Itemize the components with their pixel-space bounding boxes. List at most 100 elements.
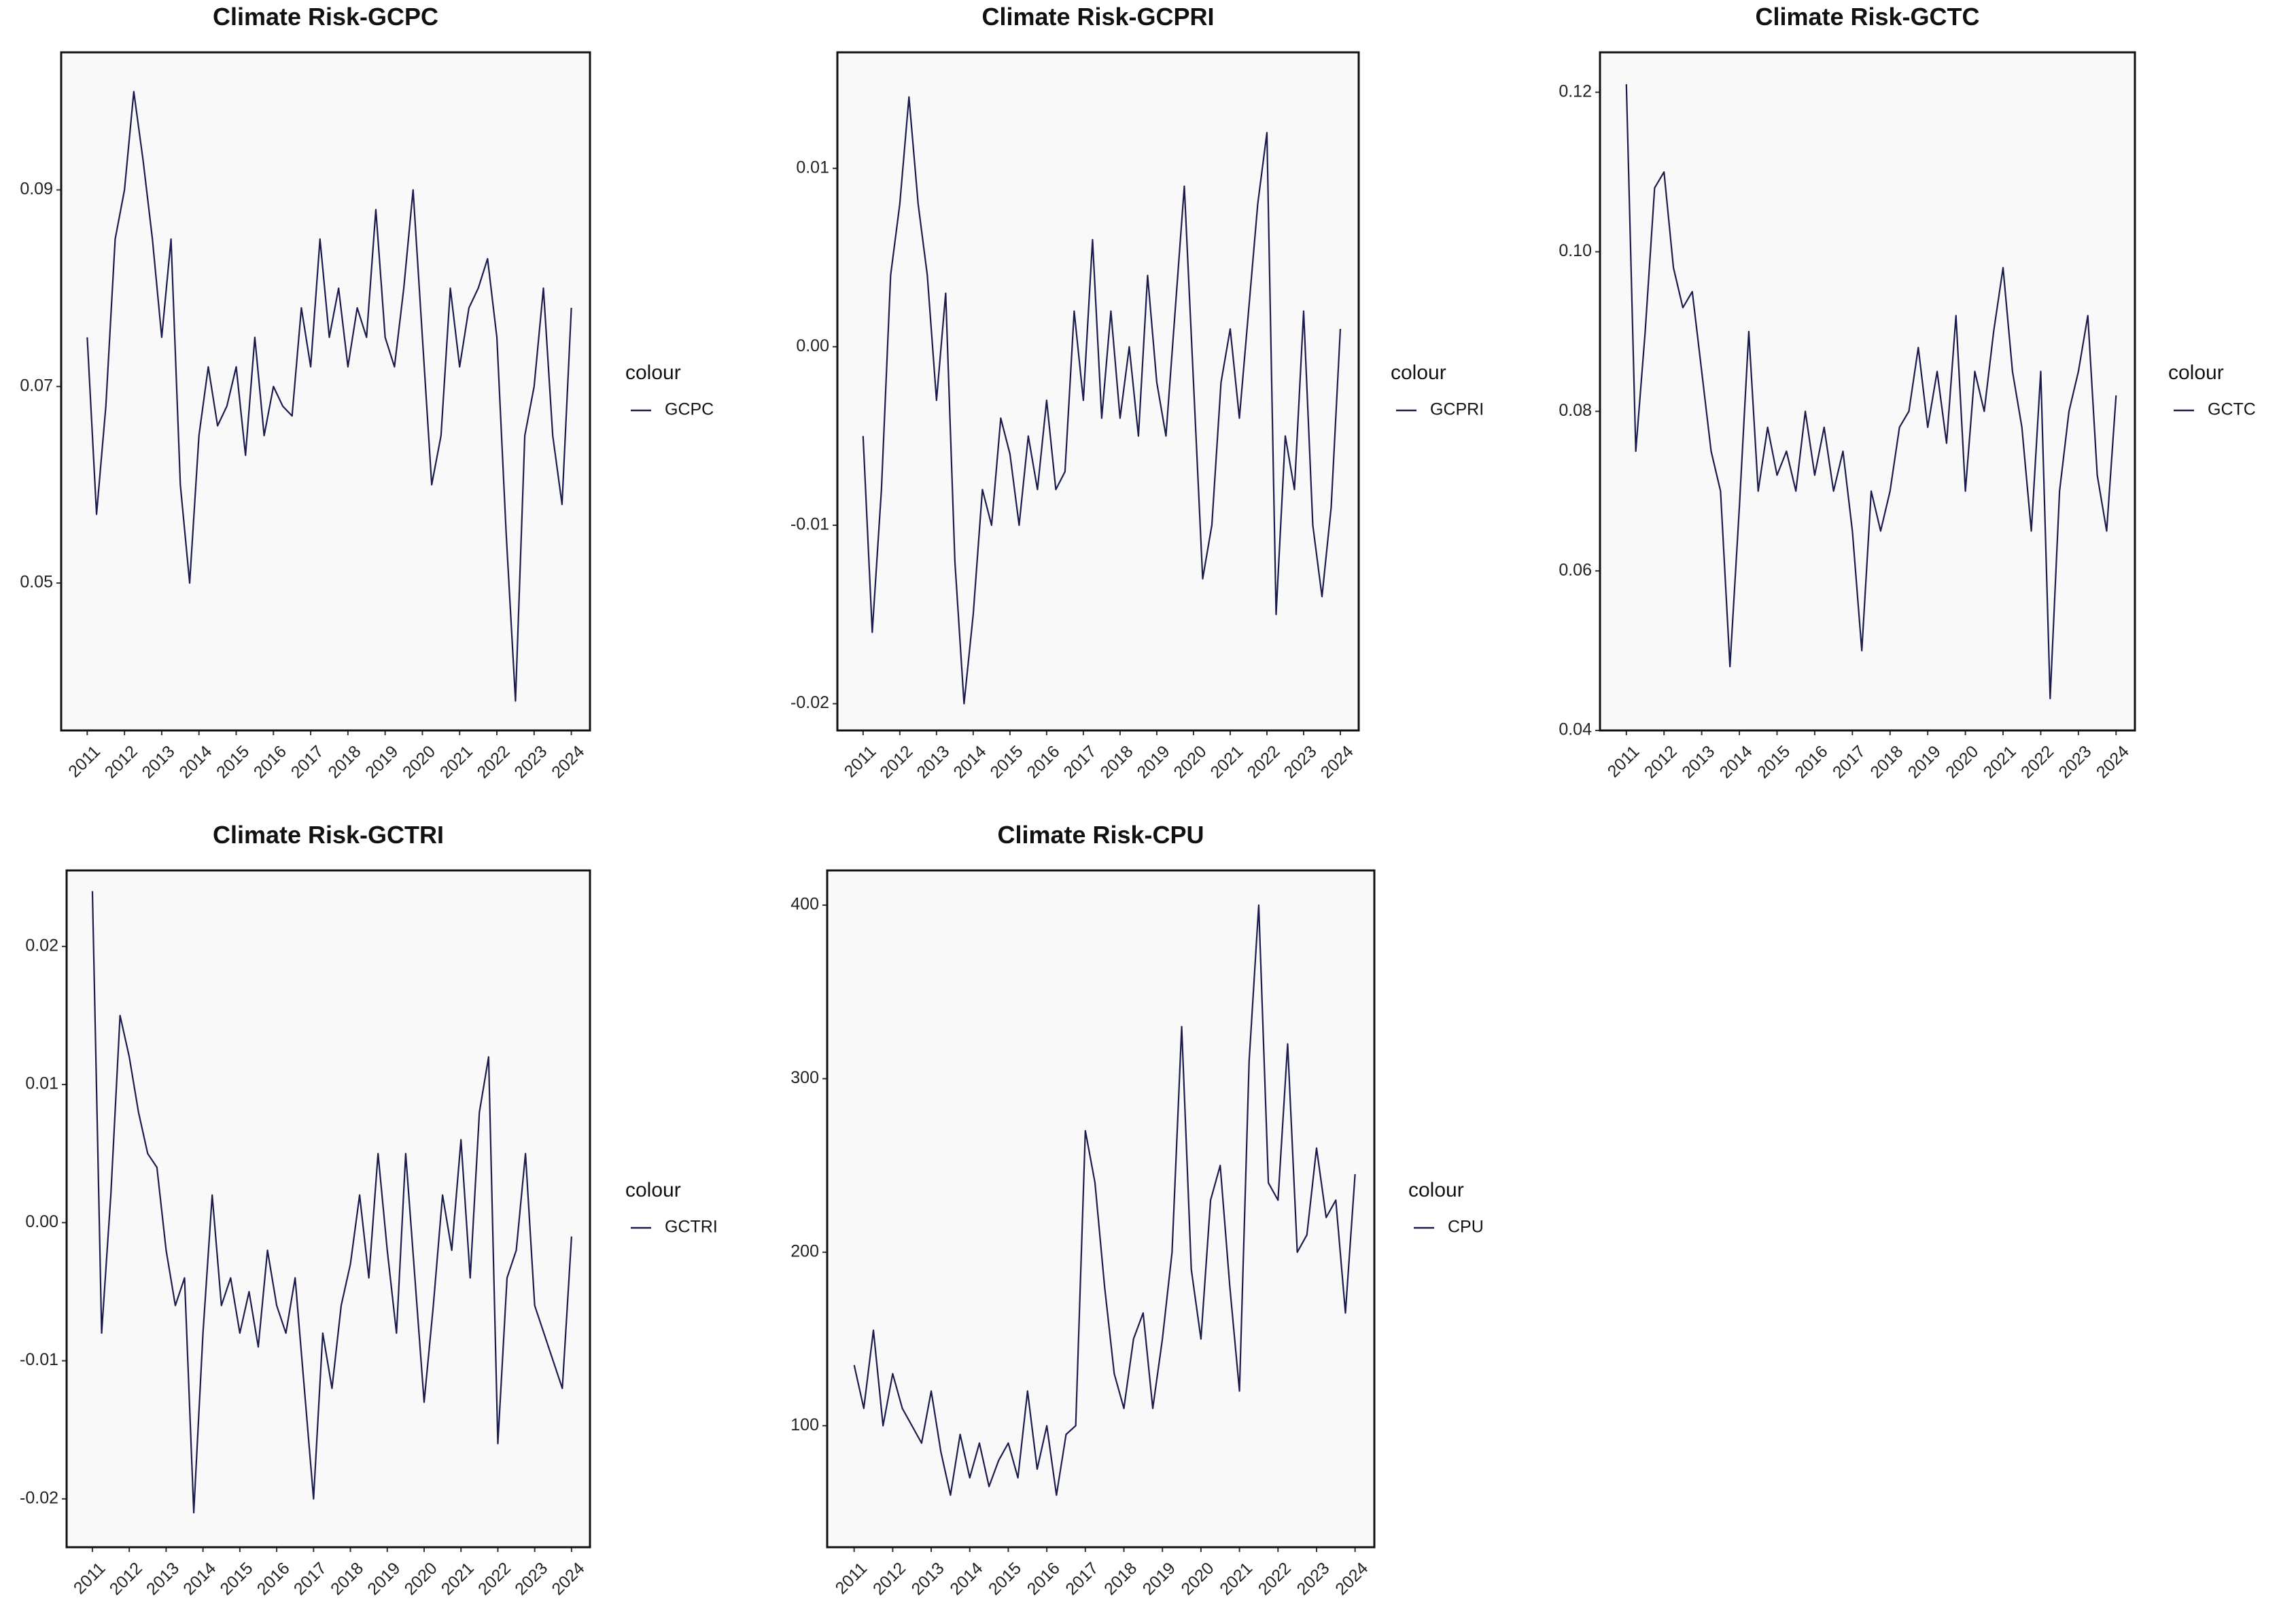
y-tick-label: 0.12 xyxy=(1559,82,1592,101)
legend-title: colour xyxy=(1391,361,1446,384)
x-tick-label: 2021 xyxy=(436,742,476,782)
y-tick-label: -0.02 xyxy=(20,1488,58,1507)
y-tick-label: 0.10 xyxy=(1559,241,1592,260)
x-tick-label: 2017 xyxy=(288,742,328,782)
chart-title: Climate Risk-GCPRI xyxy=(981,3,1214,31)
legend-label: CPU xyxy=(1448,1218,1484,1237)
x-tick-label: 2015 xyxy=(986,742,1026,782)
x-tick-label: 2019 xyxy=(1133,742,1173,782)
y-tick-label: 0.09 xyxy=(20,179,53,198)
plot-frame xyxy=(60,51,591,732)
x-tick-label: 2015 xyxy=(216,1559,256,1599)
plot-background xyxy=(1600,52,2135,730)
plot-background xyxy=(827,870,1374,1547)
x-tick-label: 2018 xyxy=(1866,742,1907,782)
plot-frame xyxy=(826,869,1376,1549)
y-tick-label: 0.04 xyxy=(1559,720,1592,739)
x-tick-label: 2024 xyxy=(1332,1559,1372,1599)
x-tick-label: 2020 xyxy=(401,1559,441,1599)
x-tick-label: 2022 xyxy=(474,742,514,782)
x-tick-label: 2021 xyxy=(1216,1559,1256,1599)
x-tick-label: 2017 xyxy=(1829,742,1869,782)
panel: Climate Risk-GCTRI -0.02 -0.01 0.00 0.01 0.02… xyxy=(20,821,718,1599)
chart-title: Climate Risk-CPU xyxy=(997,821,1204,849)
legend-title: colour xyxy=(1408,1179,1464,1201)
x-tick-label: 2016 xyxy=(1791,742,1831,782)
x-tick-label: 2022 xyxy=(2017,742,2057,782)
x-tick-label: 2020 xyxy=(1177,1559,1217,1599)
x-tick-label: 2011 xyxy=(1604,742,1643,781)
legend-label: GCPRI xyxy=(1430,400,1484,419)
x-tick-label: 2024 xyxy=(2093,742,2133,782)
x-tick-label: 2018 xyxy=(1100,1559,1141,1599)
x-tick-label: 2016 xyxy=(254,1559,294,1599)
data-line xyxy=(853,904,1356,1496)
plot-frame xyxy=(1599,51,2136,732)
x-tick-label: 2023 xyxy=(1293,1559,1334,1599)
x-tick-label: 2021 xyxy=(1980,742,2020,782)
y-tick-label: 0.01 xyxy=(25,1074,58,1093)
x-tick-label: 2019 xyxy=(364,1559,404,1599)
x-tick-label: 2015 xyxy=(213,742,253,782)
x-tick-label: 2019 xyxy=(1904,742,1945,782)
x-tick-label: 2023 xyxy=(1281,742,1321,782)
x-tick-label: 2014 xyxy=(179,1559,220,1599)
chart-title: Climate Risk-GCPC xyxy=(213,3,438,31)
x-tick-label: 2017 xyxy=(1062,1559,1102,1599)
x-tick-label: 2011 xyxy=(70,1559,109,1598)
data-line xyxy=(91,891,572,1514)
y-tick-label: 0.06 xyxy=(1559,561,1592,580)
panel: Climate Risk-GCTC 0.04 0.06 0.08 0.10 0.12 201… xyxy=(1559,3,2256,782)
panel: Climate Risk-GCPRI -0.02 -0.01 0.00 0.01 2011… xyxy=(790,3,1484,782)
y-tick-label: 400 xyxy=(790,895,819,914)
x-tick-label: 2011 xyxy=(832,1559,871,1598)
data-line xyxy=(1625,84,2117,700)
x-tick-label: 2011 xyxy=(65,742,104,781)
x-tick-label: 2016 xyxy=(1024,1559,1064,1599)
x-tick-label: 2014 xyxy=(175,742,215,782)
x-tick-label: 2022 xyxy=(474,1559,515,1599)
x-tick-label: 2014 xyxy=(946,1559,986,1599)
y-tick-label: 0.00 xyxy=(796,336,829,355)
x-tick-label: 2022 xyxy=(1255,1559,1295,1599)
x-tick-label: 2012 xyxy=(876,742,916,782)
legend-title: colour xyxy=(625,361,681,384)
y-tick-label: -0.02 xyxy=(790,693,829,712)
chart-title: Climate Risk-GCTC xyxy=(1755,3,1979,31)
y-tick-label: 0.08 xyxy=(1559,401,1592,420)
plot-background xyxy=(67,870,590,1547)
x-tick-label: 2018 xyxy=(327,1559,367,1599)
x-tick-label: 2014 xyxy=(950,742,990,782)
x-tick-label: 2023 xyxy=(511,1559,551,1599)
x-tick-label: 2014 xyxy=(1716,742,1756,782)
y-tick-label: 0.05 xyxy=(20,573,53,592)
x-tick-label: 2024 xyxy=(548,742,588,782)
x-tick-label: 2012 xyxy=(106,1559,146,1599)
y-tick-label: 0.07 xyxy=(20,376,53,395)
x-tick-label: 2023 xyxy=(510,742,551,782)
x-tick-label: 2021 xyxy=(1207,742,1247,782)
panel: Climate Risk-GCPC0.050.070.0920112012201… xyxy=(20,3,714,782)
x-tick-label: 2012 xyxy=(869,1559,909,1599)
data-line xyxy=(862,96,1342,705)
x-tick-label: 2024 xyxy=(1317,742,1357,782)
x-tick-label: 2017 xyxy=(290,1559,330,1599)
x-tick-label: 2011 xyxy=(841,742,880,781)
x-tick-label: 2018 xyxy=(324,742,364,782)
x-tick-label: 2016 xyxy=(250,742,290,782)
y-tick-label: -0.01 xyxy=(790,515,829,534)
data-line xyxy=(86,90,572,702)
plot-frame xyxy=(65,869,591,1549)
x-tick-label: 2013 xyxy=(143,1559,183,1599)
x-tick-label: 2013 xyxy=(1678,742,1718,782)
legend-title: colour xyxy=(2168,361,2224,384)
y-tick-label: 100 xyxy=(790,1415,819,1434)
legend-title: colour xyxy=(625,1179,681,1201)
x-tick-label: 2016 xyxy=(1023,742,1063,782)
x-tick-label: 2013 xyxy=(913,742,953,782)
y-tick-label: 300 xyxy=(790,1068,819,1087)
y-tick-label: -0.01 xyxy=(20,1350,58,1369)
legend-label: GCTRI xyxy=(665,1218,718,1237)
y-tick-label: 200 xyxy=(790,1241,819,1260)
x-tick-label: 2013 xyxy=(138,742,178,782)
